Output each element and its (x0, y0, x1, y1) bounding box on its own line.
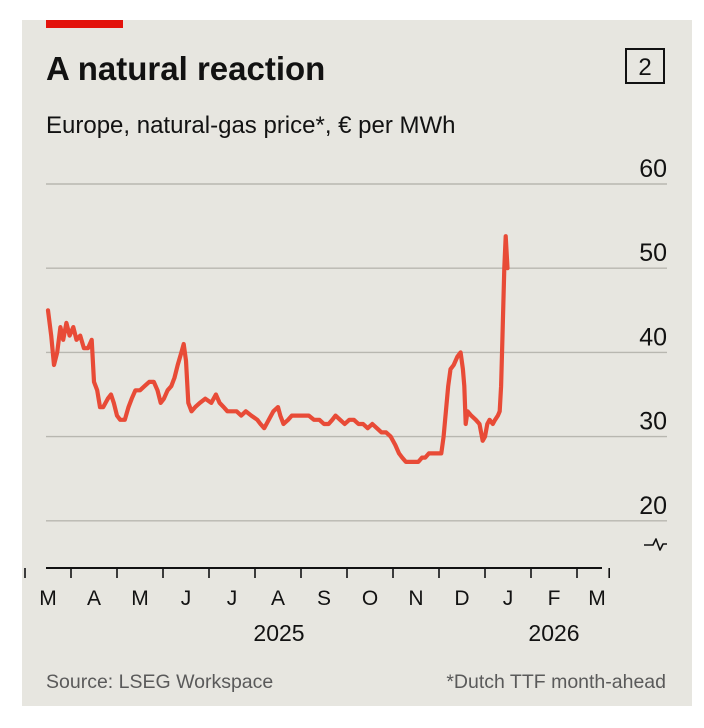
chart-svg: A natural reaction 2 Europe, natural-gas… (24, 20, 667, 693)
x-tick-label-10: J (503, 587, 514, 610)
x-tick-label-3: J (181, 587, 192, 610)
x-tick-label-1: A (87, 587, 101, 610)
footnote: *Dutch TTF month-ahead (446, 671, 666, 693)
y-tick-label-20: 20 (639, 492, 667, 520)
source-note: Source: LSEG Workspace (46, 671, 273, 693)
x-tick-label-0: M (39, 587, 57, 610)
x-tick-label-2: M (131, 587, 149, 610)
axis-break-icon (644, 538, 667, 551)
x-tick-label-8: N (408, 587, 423, 610)
x-tick-label-4: J (227, 587, 238, 610)
y-tick-label-40: 40 (639, 323, 667, 351)
series-group (45, 234, 510, 464)
chart-title: A natural reaction (46, 50, 325, 87)
year-label-2025: 2025 (253, 620, 304, 646)
x-tick-label-7: O (362, 587, 378, 610)
y-tick-label-60: 60 (639, 155, 667, 183)
chart-number-box (625, 48, 665, 84)
x-tick-label-6: S (317, 587, 331, 610)
grid-group (46, 183, 667, 522)
y-axis-labels: 20 30 40 50 60 (639, 155, 667, 520)
series-line-0 (45, 234, 510, 464)
y-tick-label-30: 30 (639, 408, 667, 436)
chart-number: 2 (638, 54, 651, 81)
x-tick-label-11: F (548, 587, 561, 610)
x-tick-label-12: M (588, 587, 606, 610)
y-tick-label-50: 50 (639, 239, 667, 267)
x-tick-label-9: D (454, 587, 469, 610)
accent-bar (46, 20, 123, 28)
chart-card: A natural reaction 2 Europe, natural-gas… (22, 20, 692, 706)
year-label-2026: 2026 (528, 620, 579, 646)
x-tick-label-5: A (271, 587, 285, 610)
chart-subtitle: Europe, natural-gas price*, € per MWh (46, 112, 456, 139)
